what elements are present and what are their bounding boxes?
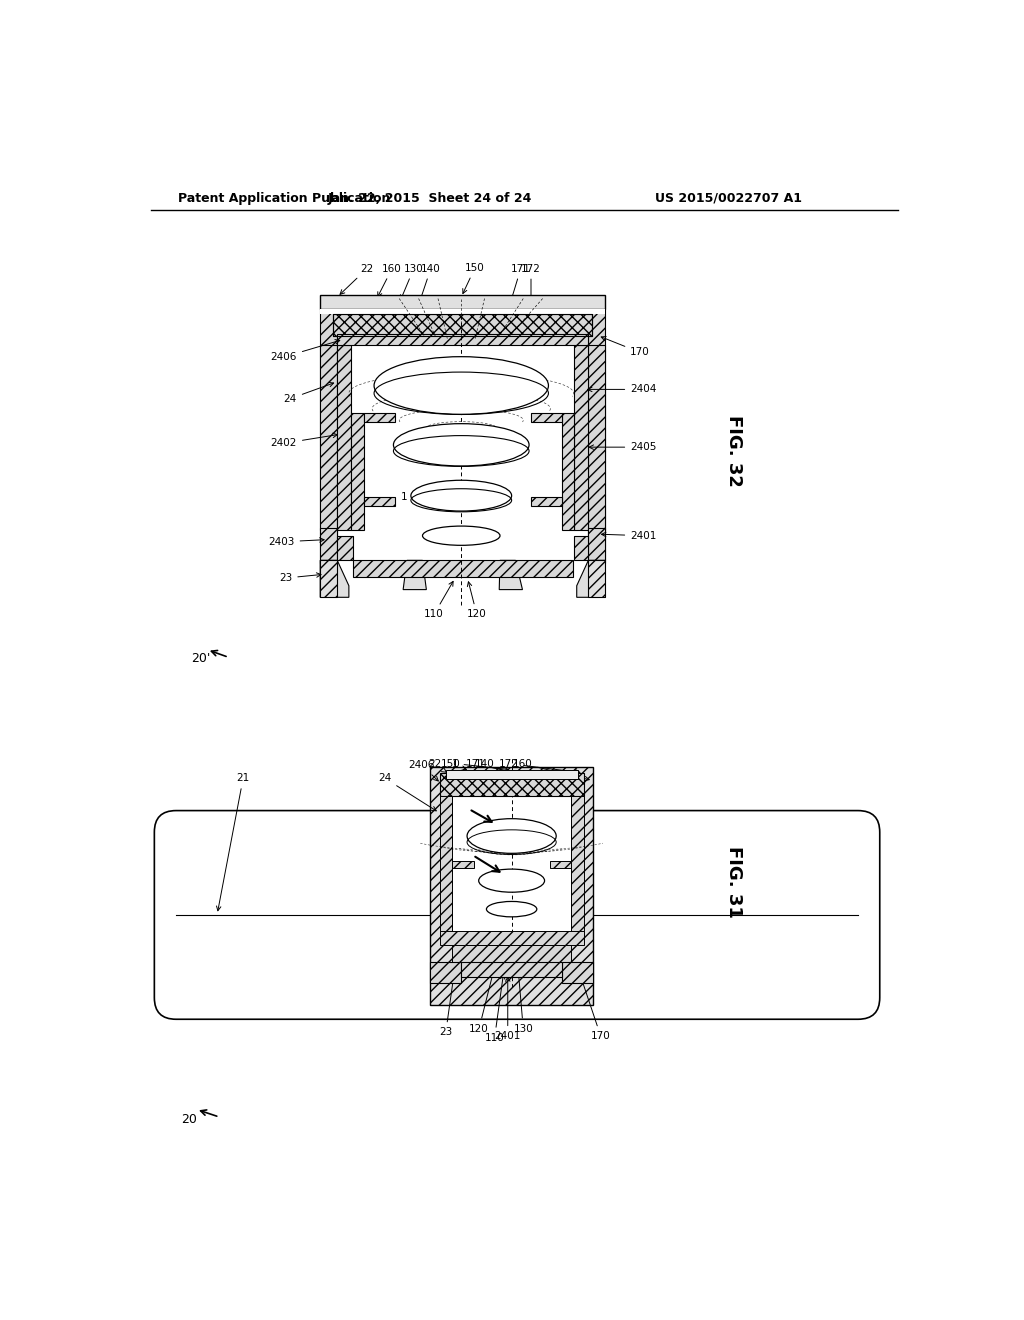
Bar <box>550 861 571 869</box>
Text: Jan. 22, 2015  Sheet 24 of 24: Jan. 22, 2015 Sheet 24 of 24 <box>328 191 532 205</box>
Polygon shape <box>321 560 349 597</box>
Text: 130: 130 <box>400 264 424 300</box>
Text: 22: 22 <box>428 759 446 772</box>
Bar <box>452 945 571 961</box>
Bar <box>589 309 605 564</box>
Bar <box>562 412 574 529</box>
Bar <box>445 770 578 779</box>
Bar <box>321 309 337 564</box>
Text: 120: 120 <box>467 582 486 619</box>
Bar <box>364 412 394 422</box>
Bar <box>589 560 605 597</box>
Text: 130: 130 <box>513 969 534 1034</box>
Text: 2402: 2402 <box>270 433 337 449</box>
Text: 110: 110 <box>424 581 453 619</box>
Bar <box>321 296 605 309</box>
Text: 160: 160 <box>378 264 402 297</box>
Bar <box>430 961 461 983</box>
Text: 170: 170 <box>578 970 610 1041</box>
Text: 2405: 2405 <box>589 442 656 453</box>
Text: Patent Application Publication: Patent Application Publication <box>178 191 391 205</box>
Text: 20': 20' <box>191 652 211 665</box>
Bar <box>337 345 351 529</box>
Text: 2406: 2406 <box>409 760 438 781</box>
Bar <box>452 861 474 869</box>
Text: 1: 1 <box>400 482 446 502</box>
Polygon shape <box>577 560 605 597</box>
Text: 2404: 2404 <box>588 384 656 395</box>
Bar <box>334 314 592 335</box>
Bar <box>321 345 337 529</box>
Text: 171: 171 <box>510 264 530 302</box>
Bar <box>589 528 605 560</box>
Bar <box>337 334 589 345</box>
Text: 140: 140 <box>475 759 536 783</box>
Text: 2401: 2401 <box>495 977 521 1041</box>
Text: 2406: 2406 <box>270 339 340 362</box>
Text: 150: 150 <box>463 263 485 293</box>
Ellipse shape <box>467 818 556 853</box>
Ellipse shape <box>374 356 549 414</box>
Bar <box>452 796 571 931</box>
Text: 150: 150 <box>440 759 466 771</box>
Text: 23: 23 <box>439 970 456 1038</box>
Bar <box>562 961 593 983</box>
Bar <box>351 412 364 529</box>
Bar <box>571 796 584 931</box>
Bar <box>439 796 452 931</box>
Bar <box>321 560 337 597</box>
Ellipse shape <box>393 424 529 466</box>
Text: 2403: 2403 <box>268 537 324 546</box>
Bar <box>364 498 394 507</box>
Text: 21: 21 <box>216 774 250 911</box>
Text: 171: 171 <box>466 759 523 776</box>
Bar <box>337 536 352 560</box>
Text: 172: 172 <box>499 759 580 774</box>
Text: 170: 170 <box>601 337 650 358</box>
Bar <box>439 931 584 945</box>
Text: 120: 120 <box>469 970 495 1034</box>
Text: US 2015/0022707 A1: US 2015/0022707 A1 <box>655 191 802 205</box>
Text: 172: 172 <box>521 264 541 302</box>
Ellipse shape <box>411 480 512 511</box>
Bar <box>589 345 605 529</box>
Text: 20: 20 <box>180 1113 197 1126</box>
Bar <box>352 560 572 577</box>
Bar <box>574 345 589 529</box>
Bar <box>439 774 584 796</box>
Bar <box>574 536 589 560</box>
Ellipse shape <box>486 902 537 917</box>
Text: 160: 160 <box>512 759 589 781</box>
Bar <box>531 412 562 422</box>
Bar <box>334 314 592 335</box>
Ellipse shape <box>478 869 545 892</box>
Text: 110: 110 <box>484 974 505 1043</box>
Text: FIG. 31: FIG. 31 <box>725 846 742 919</box>
Bar <box>351 345 574 560</box>
Text: 2401: 2401 <box>601 531 656 541</box>
Bar <box>321 309 605 314</box>
Bar <box>321 528 337 560</box>
Polygon shape <box>403 560 426 590</box>
Text: 24: 24 <box>378 774 436 810</box>
Text: 22: 22 <box>340 264 374 294</box>
Text: 23: 23 <box>280 573 321 583</box>
Bar <box>531 498 562 507</box>
Text: 1: 1 <box>452 759 508 771</box>
Bar <box>461 961 562 977</box>
FancyBboxPatch shape <box>155 810 880 1019</box>
Polygon shape <box>500 560 522 590</box>
Ellipse shape <box>423 527 500 545</box>
Text: FIG. 32: FIG. 32 <box>725 414 742 487</box>
Bar <box>430 767 593 1006</box>
Text: 24: 24 <box>284 383 334 404</box>
Text: 140: 140 <box>419 264 440 301</box>
